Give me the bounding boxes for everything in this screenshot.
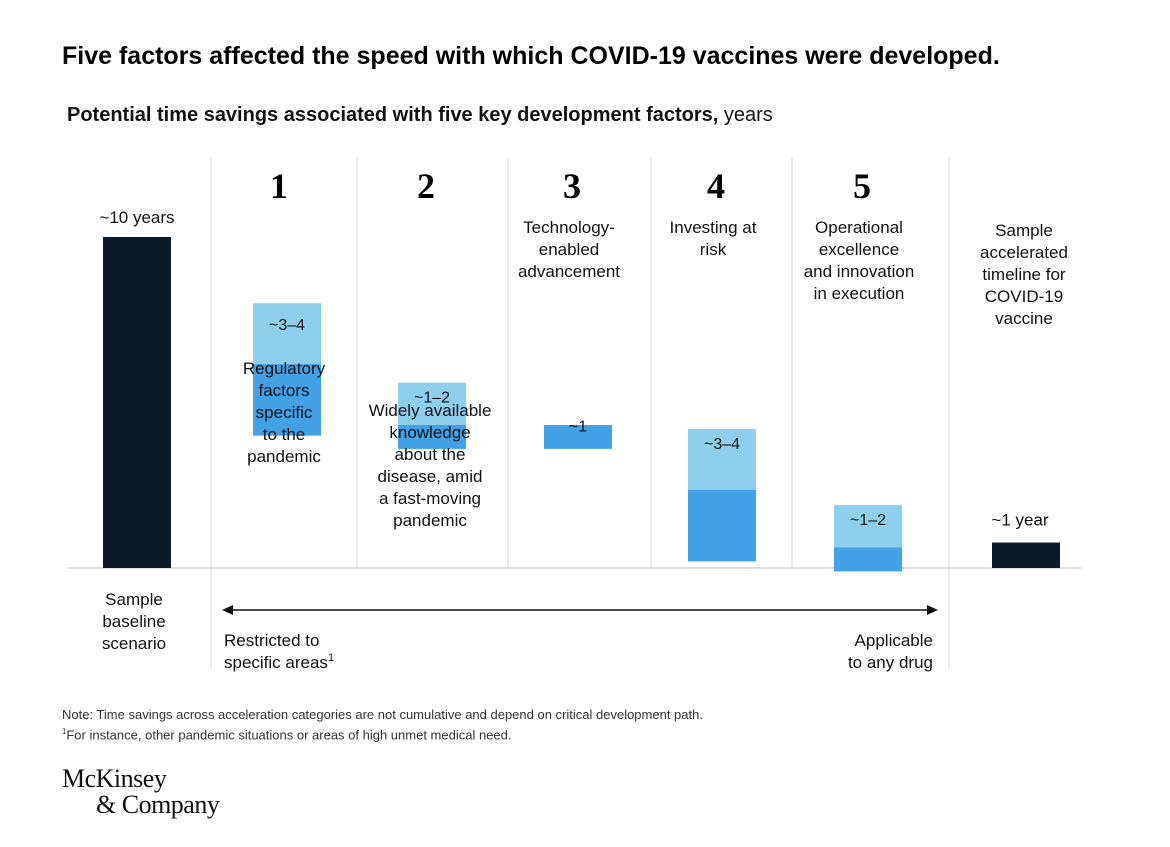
factor-5-header-line-3: and innovation bbox=[804, 262, 915, 281]
factor-3-min-bar bbox=[544, 425, 612, 449]
factor-1-number: 1 bbox=[270, 166, 288, 206]
footnote-text: 1For instance, other pandemic situations… bbox=[62, 723, 703, 743]
factor-4-header-line-1: Investing at bbox=[670, 218, 757, 237]
factor-1-description-line-2: factors bbox=[258, 381, 309, 400]
factor-4-value-label: ~3–4 bbox=[704, 436, 740, 453]
final-header-line-1: Sample bbox=[995, 221, 1053, 240]
baseline-bar bbox=[103, 237, 171, 568]
baseline-category-label-line-3: scenario bbox=[102, 634, 166, 653]
factor-1-description-line-1: Regulatory bbox=[243, 359, 326, 378]
subtitle-unit: years bbox=[723, 104, 773, 126]
factor-5-header-line-4: in execution bbox=[814, 284, 905, 303]
arrow-left-label-sup: 1 bbox=[328, 652, 334, 664]
factor-3-value-label: ~1 bbox=[569, 419, 587, 436]
factor-2-description-line-6: pandemic bbox=[393, 511, 467, 530]
footnote-marker: 1 bbox=[62, 727, 67, 736]
scope-arrow-left-head bbox=[222, 605, 233, 615]
arrow-left-label-line-2: specific areas1 bbox=[224, 652, 334, 672]
factor-3-header-line-3: advancement bbox=[518, 262, 620, 281]
factor-2-number: 2 bbox=[417, 166, 435, 206]
factor-5-value-label: ~1–2 bbox=[850, 512, 886, 529]
baseline-value-label: ~10 years bbox=[99, 208, 174, 227]
chart-subtitle: Potential time savings associated with f… bbox=[67, 104, 773, 127]
baseline-category-label-line-2: baseline bbox=[102, 612, 165, 631]
factor-5-min-bar bbox=[834, 547, 902, 572]
chart-title: Five factors affected the speed with whi… bbox=[62, 42, 1000, 70]
factor-5-header-line-1: Operational bbox=[815, 218, 903, 237]
factor-2-value-label: ~1–2 bbox=[414, 390, 450, 407]
factor-1-description-line-3: specific bbox=[256, 403, 313, 422]
factor-2-description-line-3: about the bbox=[395, 445, 466, 464]
arrow-right-label-line-1: Applicable bbox=[855, 631, 933, 650]
factor-1-description-line-5: pandemic bbox=[247, 447, 321, 466]
factor-3-header-line-2: enabled bbox=[539, 240, 600, 259]
final-header-line-5: vaccine bbox=[995, 309, 1053, 328]
factor-4-number: 4 bbox=[707, 166, 725, 206]
final-header-line-4: COVID-19 bbox=[985, 287, 1063, 306]
factor-3-number: 3 bbox=[563, 166, 581, 206]
factor-1-value-label: ~3–4 bbox=[269, 317, 305, 334]
final-bar bbox=[992, 542, 1060, 568]
logo-line-2: & Company bbox=[96, 790, 220, 819]
mckinsey-logo: McKinsey & Company bbox=[62, 764, 220, 819]
note-text: Note: Time savings across acceleration c… bbox=[62, 707, 703, 722]
chart-notes: Note: Time savings across acceleration c… bbox=[62, 706, 703, 743]
factor-2-description-line-1: Widely available bbox=[369, 401, 492, 420]
factor-5-number: 5 bbox=[853, 166, 871, 206]
arrow-left-label-line-1: Restricted to bbox=[224, 631, 319, 650]
baseline-category-label-line-1: Sample bbox=[105, 590, 163, 609]
arrow-right-label-line-2: to any drug bbox=[848, 653, 933, 672]
footnote-body: For instance, other pandemic situations … bbox=[66, 727, 512, 743]
factor-2-min-bar bbox=[398, 425, 466, 449]
scope-arrow-right-head bbox=[927, 605, 938, 615]
factor-2-description-line-2: knowledge bbox=[389, 423, 470, 442]
logo-line-1: McKinsey bbox=[62, 764, 167, 793]
subtitle-main: Potential time savings associated with f… bbox=[67, 104, 719, 126]
factor-3-header-line-1: Technology- bbox=[523, 218, 615, 237]
final-header-line-2: accelerated bbox=[980, 243, 1068, 262]
factor-1-min-bar bbox=[253, 364, 321, 436]
factor-1-description-line-4: to the bbox=[263, 425, 306, 444]
factor-4-min-bar bbox=[688, 489, 756, 562]
factor-4-header-line-2: risk bbox=[700, 240, 727, 259]
factor-2-description-line-4: disease, amid bbox=[378, 467, 483, 486]
factor-2-description-line-5: a fast-moving bbox=[379, 489, 481, 508]
factor-5-header-line-2: excellence bbox=[819, 240, 899, 259]
final-value-label: ~1 year bbox=[991, 511, 1049, 530]
final-header-line-3: timeline for bbox=[982, 265, 1065, 284]
